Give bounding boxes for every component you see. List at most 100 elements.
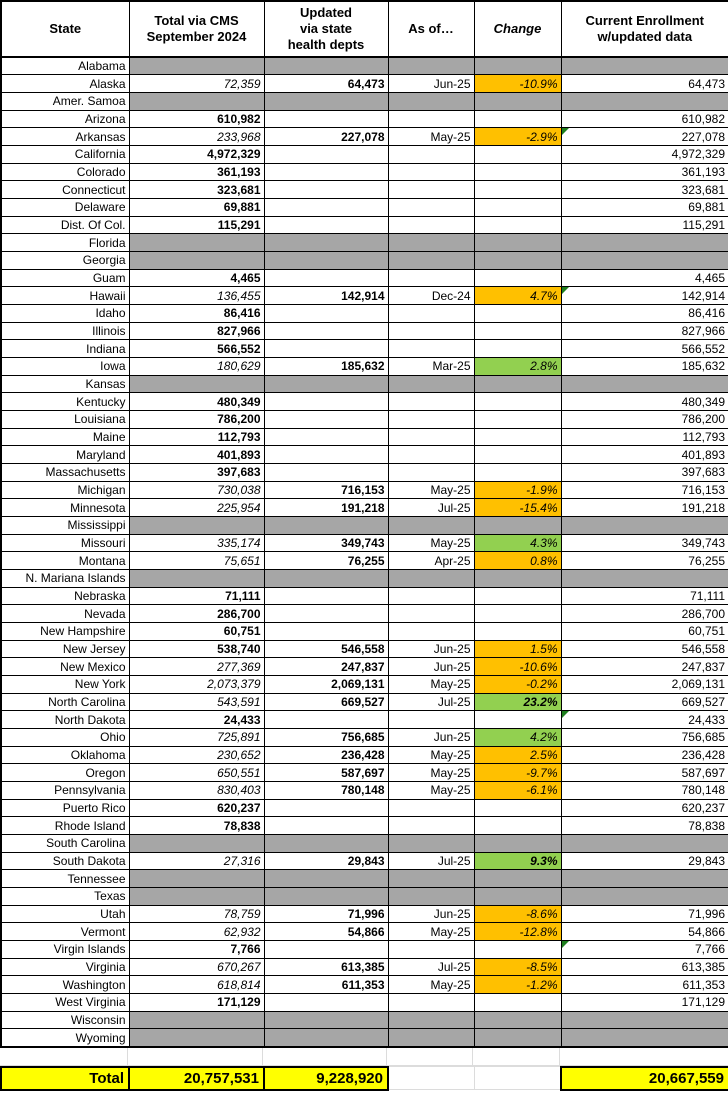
cell-change[interactable] — [473, 427, 562, 447]
cell-as-of[interactable] — [387, 798, 475, 818]
cell-updated[interactable] — [263, 940, 389, 959]
cell-updated[interactable] — [263, 710, 389, 730]
cell-as-of[interactable] — [387, 993, 475, 1012]
cell-cms[interactable]: 4,972,329 — [128, 144, 265, 164]
cell-change[interactable]: -12.8% — [473, 922, 562, 942]
cell-change[interactable] — [473, 321, 562, 341]
cell-state[interactable]: Texas — [0, 887, 130, 906]
cell-cms[interactable]: 27,316 — [128, 851, 265, 871]
cell-as-of[interactable] — [387, 374, 475, 394]
cell-current[interactable] — [560, 233, 728, 252]
cell-updated[interactable] — [263, 215, 389, 235]
cell-cms[interactable]: 171,129 — [128, 993, 265, 1012]
cell-current[interactable]: 756,685 — [560, 728, 728, 747]
cell-change[interactable] — [473, 268, 562, 288]
cell-change[interactable] — [473, 940, 562, 959]
cell-state[interactable]: Massachusetts — [0, 462, 130, 482]
cell-updated[interactable]: 247,837 — [263, 657, 389, 677]
cell-change[interactable] — [473, 109, 562, 129]
cell-change[interactable] — [473, 586, 562, 606]
cell-change[interactable]: 2.5% — [473, 745, 562, 765]
cell-current[interactable]: 29,843 — [560, 851, 728, 871]
cell-updated[interactable] — [263, 409, 389, 429]
cell-updated[interactable]: 191,218 — [263, 498, 389, 517]
cell-updated[interactable] — [263, 1028, 389, 1048]
cell-as-of[interactable] — [387, 56, 475, 76]
cell-cms[interactable]: 71,111 — [128, 586, 265, 606]
cell-state[interactable]: Washington — [0, 975, 130, 995]
cell-state[interactable]: Vermont — [0, 922, 130, 942]
cell-updated[interactable]: 716,153 — [263, 480, 389, 500]
cell-state[interactable]: Wisconsin — [0, 1010, 130, 1030]
cell-change[interactable]: -0.2% — [473, 675, 562, 694]
cell-updated[interactable] — [263, 798, 389, 818]
cell-current[interactable]: 2,069,131 — [560, 675, 728, 694]
cell-cms[interactable] — [128, 250, 265, 270]
cell-cms[interactable] — [128, 233, 265, 252]
cell-current[interactable]: 587,697 — [560, 763, 728, 783]
cell-state[interactable]: Louisiana — [0, 409, 130, 429]
cell-updated[interactable] — [263, 374, 389, 394]
cell-current[interactable]: 620,237 — [560, 798, 728, 818]
cell-cms[interactable]: 827,966 — [128, 321, 265, 341]
cell-as-of[interactable] — [387, 215, 475, 235]
cell-updated[interactable]: 185,632 — [263, 356, 389, 376]
cell-updated[interactable] — [263, 869, 389, 889]
cell-state[interactable]: New Mexico — [0, 657, 130, 677]
cell-current[interactable] — [560, 374, 728, 394]
cell-updated[interactable] — [263, 321, 389, 341]
cell-state[interactable]: Mississippi — [0, 515, 130, 535]
cell-as-of[interactable] — [387, 462, 475, 482]
cell-current[interactable]: 24,433 — [560, 710, 728, 730]
cell-change[interactable]: -2.9% — [473, 127, 562, 146]
cell-current[interactable] — [560, 869, 728, 889]
cell-change[interactable] — [473, 710, 562, 730]
cell-cms[interactable]: 78,759 — [128, 904, 265, 924]
cell-as-of[interactable]: Jun-25 — [387, 904, 475, 924]
cell-as-of[interactable] — [387, 816, 475, 836]
cell-state[interactable]: Arkansas — [0, 127, 130, 146]
cell-updated[interactable] — [263, 109, 389, 129]
cell-as-of[interactable] — [387, 268, 475, 288]
cell-cms[interactable]: 730,038 — [128, 480, 265, 500]
cell-updated[interactable] — [263, 56, 389, 76]
cell-as-of[interactable] — [387, 710, 475, 730]
cell-cms[interactable] — [128, 1028, 265, 1048]
cell-as-of[interactable] — [387, 91, 475, 111]
cell-current[interactable]: 247,837 — [560, 657, 728, 677]
cell-state[interactable]: Guam — [0, 268, 130, 288]
cell-current[interactable]: 69,881 — [560, 197, 728, 217]
cell-change[interactable] — [473, 180, 562, 199]
cell-as-of[interactable]: May-25 — [387, 922, 475, 942]
cell-current[interactable]: 71,111 — [560, 586, 728, 606]
cell-cms[interactable]: 401,893 — [128, 445, 265, 464]
cell-cms[interactable]: 75,651 — [128, 551, 265, 570]
cell-updated[interactable] — [263, 993, 389, 1012]
cell-cms[interactable]: 230,652 — [128, 745, 265, 765]
cell-cms[interactable]: 670,267 — [128, 957, 265, 977]
cell-change[interactable] — [473, 374, 562, 394]
cell-as-of[interactable] — [387, 162, 475, 182]
cell-updated[interactable]: 236,428 — [263, 745, 389, 765]
cell-current[interactable]: 361,193 — [560, 162, 728, 182]
cell-cms[interactable] — [128, 869, 265, 889]
cell-change[interactable]: -1.2% — [473, 975, 562, 995]
cell-change[interactable] — [473, 392, 562, 411]
cell-cms[interactable] — [128, 887, 265, 906]
cell-updated[interactable]: 2,069,131 — [263, 675, 389, 694]
cell-state[interactable]: Connecticut — [0, 180, 130, 199]
cell-current[interactable]: 611,353 — [560, 975, 728, 995]
cell-change[interactable] — [473, 887, 562, 906]
cell-change[interactable] — [473, 604, 562, 623]
cell-updated[interactable] — [263, 268, 389, 288]
cell-state[interactable]: Missouri — [0, 533, 130, 553]
cell-updated[interactable]: 54,866 — [263, 922, 389, 942]
cell-updated[interactable] — [263, 392, 389, 411]
cell-updated[interactable] — [263, 339, 389, 358]
cell-as-of[interactable] — [387, 1028, 475, 1048]
cell-current[interactable]: 613,385 — [560, 957, 728, 977]
cell-updated[interactable]: 546,558 — [263, 639, 389, 659]
cell-state[interactable]: N. Mariana Islands — [0, 568, 130, 588]
cell-as-of[interactable]: May-25 — [387, 763, 475, 783]
cell-cms[interactable] — [128, 56, 265, 76]
